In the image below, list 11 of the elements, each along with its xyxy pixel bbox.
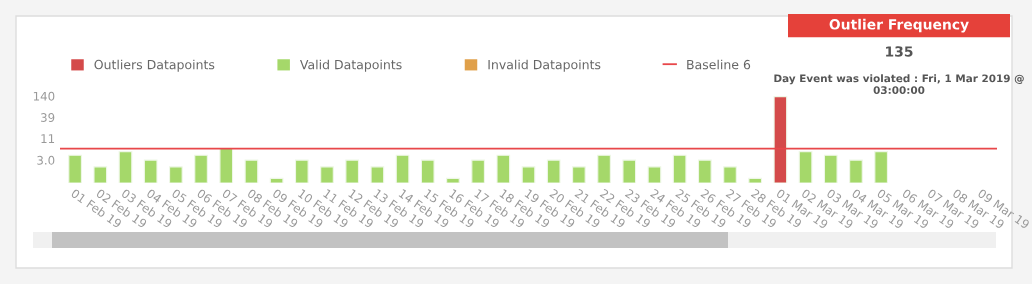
legend-label: Baseline 6 bbox=[687, 59, 751, 70]
y-tick-label: 140 bbox=[33, 91, 55, 101]
text: 135 bbox=[886, 46, 913, 57]
y-tick-label: 11 bbox=[41, 134, 55, 143]
legend-label: Valid Datapoints bbox=[300, 59, 402, 72]
y-tick-label: 3.0 bbox=[37, 155, 55, 165]
text: Outlier Frequency bbox=[829, 18, 969, 33]
y-tick-label: 39 bbox=[41, 113, 55, 122]
legend-label: Invalid Datapoints bbox=[488, 59, 601, 72]
legend-label: Outliers Datapoints bbox=[94, 59, 215, 72]
text: Day Event was violated : Fri, 1 Mar 2019 @ 03:00:00 bbox=[774, 74, 1024, 95]
